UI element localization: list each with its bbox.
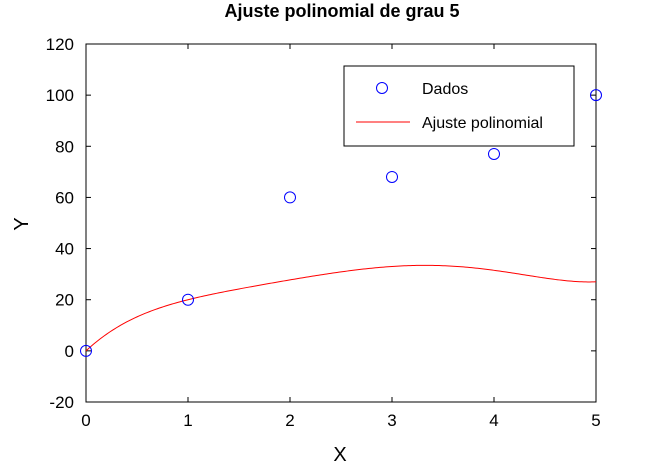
chart-title: Ajuste polinomial de grau 5: [224, 1, 459, 21]
data-point: [488, 147, 500, 160]
y-tick-label: 100: [46, 86, 74, 105]
y-tick-label: 80: [55, 137, 74, 156]
x-tick-label: 4: [489, 411, 498, 430]
series-layer: [80, 89, 602, 357]
x-tick-label: 3: [387, 411, 396, 430]
y-tick-label: 40: [55, 240, 74, 259]
legend-marker-dados: [376, 82, 388, 94]
x-tick-label: 1: [183, 411, 192, 430]
data-point: [590, 89, 602, 102]
plot-area: [85, 43, 597, 403]
legend-label-dados: Dados: [422, 81, 468, 98]
x-tick-label: 2: [285, 411, 294, 430]
data-point: [284, 191, 296, 204]
y-axis-label: Y: [11, 217, 33, 230]
legend-label-ajuste: Ajuste polinomial: [422, 115, 543, 132]
data-point: [182, 293, 194, 306]
plot-frame: [85, 43, 597, 403]
fit-curve: [85, 264, 597, 352]
y-tick-label: 0: [65, 342, 74, 361]
data-point: [80, 344, 92, 357]
x-tick-label: 5: [591, 411, 600, 430]
x-tick-label: 0: [81, 411, 90, 430]
y-tick-label: 60: [55, 188, 74, 207]
y-tick-label: -20: [49, 393, 74, 412]
x-axis-label: X: [333, 444, 346, 462]
y-tick-label: 120: [46, 35, 74, 54]
axis-ticks: 0 1 2 3 4 5 -20 0 20 40 60 80 100 120: [46, 35, 601, 430]
legend: Dados Ajuste polinomial: [343, 65, 575, 147]
y-tick-label: 20: [55, 291, 74, 310]
data-point: [386, 170, 398, 183]
legend-box: [343, 65, 575, 147]
